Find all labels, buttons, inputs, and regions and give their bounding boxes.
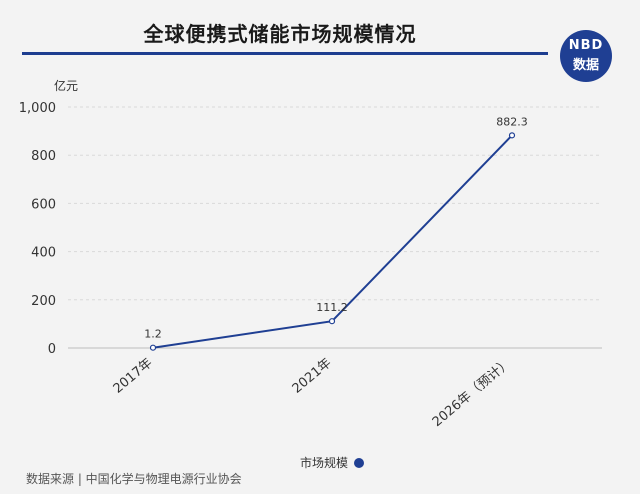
logo-text-nbd: NBD — [568, 38, 604, 53]
data-point — [508, 132, 516, 139]
chart-title: 全球便携式储能市场规模情况 — [143, 22, 417, 46]
data-points — [149, 132, 516, 351]
data-source: 数据来源 | 中国化学与物理电源行业协会 — [26, 472, 242, 486]
series-line — [152, 134, 513, 349]
y-axis-ticks: 0 200 400 600 800 1,000 — [19, 101, 56, 357]
y-axis-unit-label: 亿元 — [54, 78, 78, 93]
y-tick-label: 1,000 — [19, 101, 56, 116]
nbd-logo: NBD 数据 — [560, 30, 612, 82]
y-tick-label: 400 — [31, 246, 56, 261]
data-point — [149, 344, 157, 351]
y-tick-label: 800 — [31, 149, 56, 164]
logo-text-data: 数据 — [572, 58, 599, 73]
y-tick-label: 600 — [31, 197, 56, 212]
data-labels: 1.2 111.2 882.3 — [144, 115, 528, 340]
data-point — [328, 318, 336, 325]
y-tick-label: 0 — [48, 342, 56, 357]
title-underline — [22, 52, 548, 55]
x-tick-label: 2021年 — [290, 356, 335, 397]
data-label: 1.2 — [144, 328, 162, 341]
y-tick-label: 200 — [31, 294, 56, 309]
x-axis-ticks: 2017年 2021年 2026年（预计） — [111, 356, 515, 431]
legend: 市场规模 — [300, 454, 365, 471]
series-line-market-size — [152, 134, 513, 349]
data-label: 111.2 — [316, 301, 348, 314]
legend-marker — [354, 457, 365, 468]
legend-label: 市场规模 — [300, 456, 349, 470]
x-tick-label: 2017年 — [111, 356, 156, 397]
x-tick-label: 2026年（预计） — [430, 356, 515, 431]
data-label: 882.3 — [496, 115, 528, 128]
